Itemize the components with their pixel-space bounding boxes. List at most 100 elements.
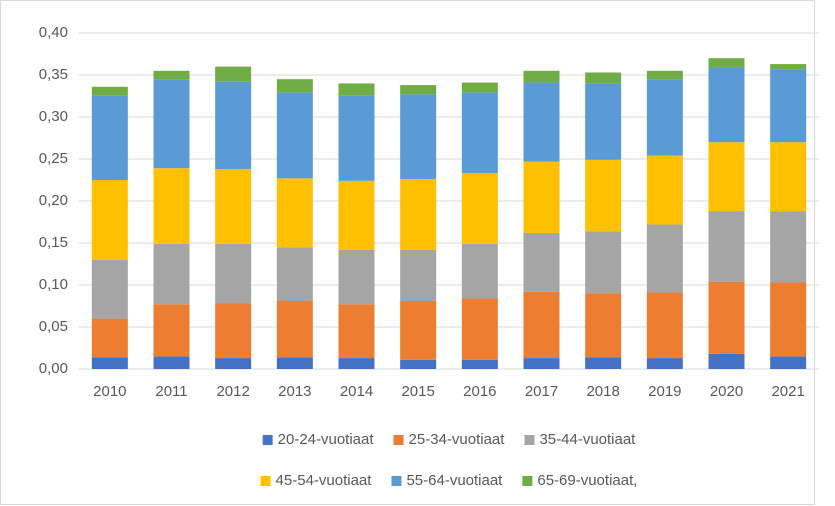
- y-tick-label: 0,35: [39, 66, 68, 83]
- bar-segment: [91, 259, 128, 319]
- bar-segment: [523, 358, 560, 369]
- bar-segment: [338, 180, 375, 250]
- legend-label: 20-24-vuotiaat: [278, 431, 375, 448]
- y-tick-label: 0,00: [39, 360, 68, 377]
- x-tick-label: 2019: [648, 383, 681, 400]
- x-tick-label: 2013: [278, 383, 311, 400]
- x-tick-label: 2020: [710, 383, 743, 400]
- bar-segment: [276, 178, 313, 248]
- legend-swatch: [262, 435, 273, 445]
- bar-segment: [400, 94, 437, 180]
- bar-segment: [461, 359, 498, 369]
- bar-segment: [708, 281, 745, 354]
- y-tick-label: 0,25: [39, 150, 68, 167]
- legend-label: 55-64-vuotiaat: [406, 472, 503, 489]
- bar-segment: [153, 79, 190, 169]
- bar-segment: [770, 64, 807, 70]
- bar-segment: [523, 70, 560, 83]
- bar-segment: [400, 300, 437, 360]
- bar-segment: [708, 67, 745, 143]
- bar-segment: [770, 69, 807, 143]
- x-tick-label: 2021: [771, 383, 804, 400]
- bar-segment: [585, 231, 622, 294]
- x-tick-label: 2014: [340, 383, 373, 400]
- legend-swatch: [393, 435, 404, 445]
- bar-segment: [215, 243, 252, 304]
- bar-segment: [91, 357, 128, 369]
- bar-segment: [153, 168, 190, 244]
- bar-segment: [708, 211, 745, 282]
- bar-segment: [585, 83, 622, 160]
- bar-segment: [153, 356, 190, 369]
- bar-segment: [770, 211, 807, 283]
- legend-swatch: [260, 476, 271, 486]
- bar-segment: [708, 142, 745, 212]
- x-tick-label: 2016: [463, 383, 496, 400]
- bar-segment: [646, 79, 683, 156]
- bar-segment: [461, 82, 498, 93]
- bar-segment: [523, 161, 560, 233]
- bar-segment: [91, 318, 128, 358]
- bar-segment: [585, 357, 622, 369]
- legend-label: 35-44-vuotiaat: [539, 431, 636, 448]
- bar-segment: [400, 85, 437, 95]
- bar-segment: [523, 82, 560, 162]
- bar-segment: [646, 358, 683, 369]
- bar-segment: [215, 358, 252, 369]
- bar-segment: [338, 249, 375, 305]
- bar-segment: [338, 358, 375, 369]
- legend-swatch: [524, 435, 535, 445]
- bar-segment: [153, 70, 190, 80]
- y-tick-label: 0,05: [39, 318, 68, 335]
- bar-segment: [215, 303, 252, 359]
- bar-segment: [153, 304, 190, 357]
- y-tick-label: 0,20: [39, 192, 68, 209]
- y-tick-label: 0,10: [39, 276, 68, 293]
- bar-segment: [276, 92, 313, 179]
- bar-segment: [91, 180, 128, 260]
- bar-segment: [708, 58, 745, 68]
- bar-segment: [461, 173, 498, 244]
- bar-segment: [338, 304, 375, 359]
- bar-segment: [215, 169, 252, 244]
- bar-segment: [461, 243, 498, 299]
- x-tick-label: 2017: [525, 383, 558, 400]
- bar-segment: [276, 300, 313, 358]
- bar-segment: [646, 155, 683, 225]
- bar-segment: [400, 359, 437, 369]
- bar-segment: [708, 353, 745, 369]
- bar-segment: [585, 159, 622, 232]
- bar-segment: [276, 357, 313, 369]
- bar-segment: [338, 95, 375, 181]
- y-tick-label: 0,15: [39, 234, 68, 251]
- bar-segment: [461, 298, 498, 360]
- bar-segment: [646, 292, 683, 359]
- x-tick-label: 2018: [586, 383, 619, 400]
- x-tick-label: 2015: [401, 383, 434, 400]
- legend-swatch: [391, 476, 402, 486]
- bar-segment: [276, 79, 313, 93]
- bar-segment: [215, 81, 252, 170]
- bar-segment: [91, 86, 128, 96]
- bar-segment: [215, 66, 252, 82]
- x-tick-label: 2012: [216, 383, 249, 400]
- x-tick-label: 2010: [93, 383, 126, 400]
- legend-label: 65-69-vuotiaat,: [537, 472, 637, 489]
- bar-segment: [523, 291, 560, 359]
- y-tick-label: 0,40: [39, 24, 68, 41]
- bar-segment: [276, 247, 313, 301]
- legend-label: 45-54-vuotiaat: [276, 472, 373, 489]
- legend-swatch: [522, 476, 533, 486]
- bar-segment: [770, 356, 807, 369]
- bar-segment: [585, 72, 622, 84]
- bar-segment: [523, 232, 560, 292]
- bar-segment: [338, 83, 375, 96]
- bar-segment: [400, 179, 437, 250]
- x-tick-label: 2011: [155, 383, 187, 400]
- bar-segment: [400, 249, 437, 301]
- bar-segment: [646, 70, 683, 80]
- bar-segment: [646, 224, 683, 293]
- bar-segment: [770, 282, 807, 357]
- legend-label: 25-34-vuotiaat: [409, 431, 506, 448]
